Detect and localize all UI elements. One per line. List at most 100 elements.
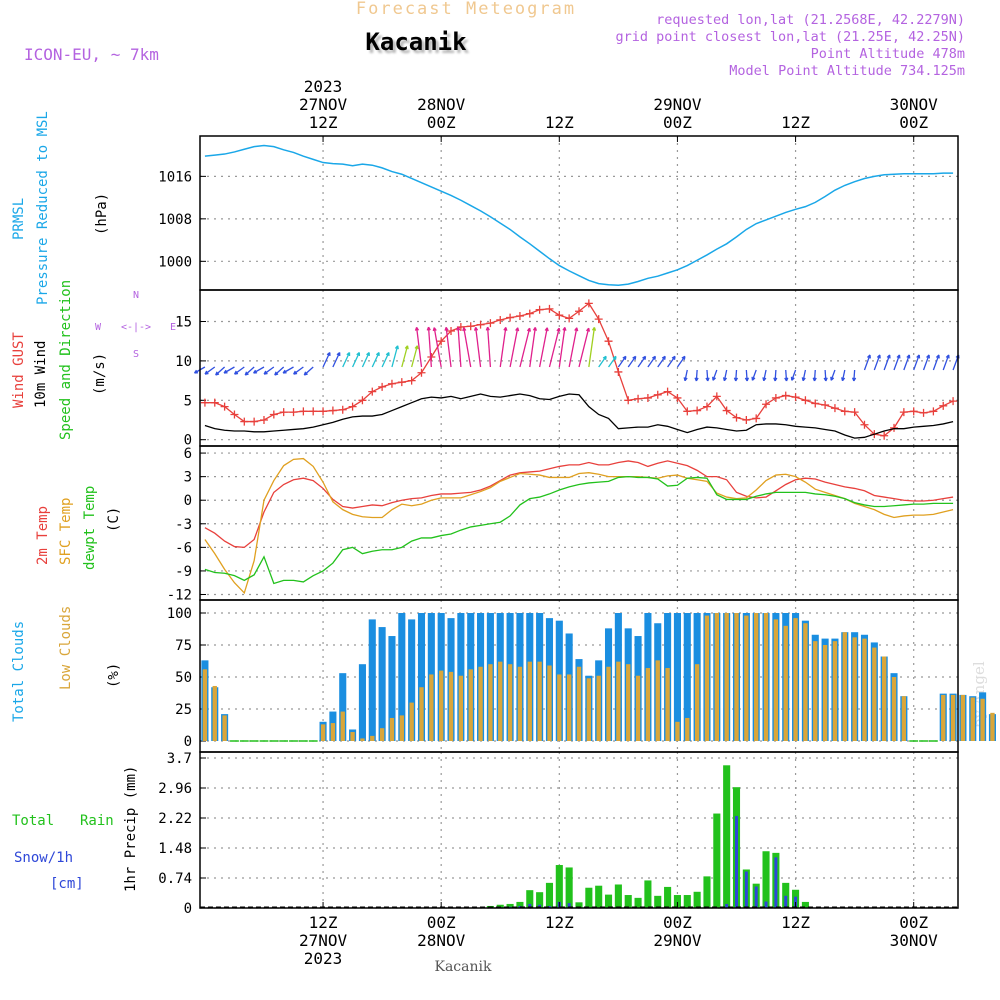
wind-arrow: [568, 327, 578, 368]
top-hour-label: 00Z: [427, 113, 456, 132]
wind-arrow: [223, 366, 235, 374]
grid-point-coords: grid point closest lon,lat (21.25E, 42.2…: [616, 29, 966, 45]
gust-point: [693, 406, 702, 415]
low-cloud-bar: [714, 613, 719, 741]
bottom-date-label: 27NOV: [299, 931, 348, 950]
gust-point: [663, 387, 672, 396]
rain-bar: [565, 867, 573, 908]
rain-bar: [664, 886, 672, 908]
low-cloud-bar: [448, 671, 454, 741]
bottom-hour-label: 12Z: [781, 913, 810, 932]
wind-arrow-head: [274, 371, 279, 376]
pressure-label-1: PRMSL: [11, 198, 27, 240]
gust-point: [673, 393, 682, 402]
wind-arrow-head: [414, 326, 420, 331]
wind-arrow: [244, 366, 255, 376]
temp-unit: (C): [106, 507, 122, 532]
gust-point: [781, 391, 790, 400]
low-cloud-bar: [399, 715, 404, 741]
low-cloud-bar: [222, 715, 227, 741]
y-tick-label: 2.96: [158, 781, 192, 797]
wind-arrow: [303, 366, 314, 376]
wind-arrow-head: [303, 371, 308, 376]
wind-arrow: [578, 328, 590, 368]
low-cloud-bar: [793, 618, 798, 741]
wind-arrow-head: [223, 369, 228, 374]
y-tick-label: 0: [184, 734, 192, 750]
y-tick-label: 6: [184, 446, 192, 462]
y-tick-label: 25: [175, 702, 192, 718]
gust-point: [880, 431, 889, 440]
top-date-label: 30NOV: [890, 95, 939, 114]
wind-arrow: [381, 352, 390, 368]
low-cloud-bar: [616, 661, 621, 741]
wind-arrow-head: [762, 377, 767, 382]
wind-arrow: [463, 327, 472, 368]
bottom-date-label: 29NOV: [653, 931, 702, 950]
wind-arrow-head: [784, 377, 789, 382]
wind10m-label: 10m Wind: [33, 341, 49, 408]
low-cloud-bar: [950, 694, 956, 741]
low-cloud-bar: [704, 615, 710, 741]
wind-arrow-head: [705, 377, 710, 382]
wind-arrow-head: [293, 370, 298, 375]
rain-bar: [614, 884, 622, 908]
wind-arrow-head: [204, 370, 209, 375]
low-cloud-bar: [734, 613, 739, 741]
gust-point: [289, 408, 298, 417]
wind-arrow: [922, 354, 930, 371]
y-tick-label: 5: [184, 393, 192, 409]
low-cloud-bar: [202, 669, 208, 741]
low-cloud-bar: [675, 721, 680, 741]
wind-arrow: [486, 327, 492, 368]
y-tick-label: -6: [175, 540, 192, 556]
wind-arrow-head: [193, 369, 199, 374]
wind-arrow: [853, 369, 856, 382]
wind-arrow: [371, 352, 380, 368]
y-tick-label: 100: [167, 606, 192, 622]
gust-point: [821, 401, 830, 410]
wind-arrow-head: [444, 326, 449, 331]
low-cloud-bar: [694, 664, 700, 741]
snow-bar: [754, 886, 758, 908]
dewpt-label: dewpt Temp: [82, 486, 98, 570]
gust-point: [476, 320, 485, 329]
y-tick-label: 0: [184, 493, 192, 509]
compass-e: E: [170, 322, 176, 333]
gust-point: [801, 396, 810, 405]
rain-bar: [801, 901, 809, 908]
t2m-label: 2m Temp: [35, 506, 51, 565]
wind-arrow: [712, 369, 718, 381]
wind-arrow: [763, 369, 767, 381]
bottom-date-label: 28NOV: [417, 931, 466, 950]
wind-arrow: [475, 327, 482, 368]
compass-s: S: [133, 349, 139, 360]
gust-point: [338, 405, 347, 414]
wind-arrow: [684, 369, 688, 381]
wind-arrow: [791, 369, 797, 381]
wind-arrow-head: [744, 377, 750, 382]
sfc-label: SFC Temp: [58, 498, 74, 565]
low-cloud-bar: [891, 677, 897, 741]
wind-arrow: [627, 355, 637, 368]
rain-bar: [536, 892, 544, 908]
snow-bar: [725, 903, 729, 908]
low-cloud-bar: [576, 666, 582, 741]
wind-arrow: [391, 345, 399, 368]
point-altitude: Point Altitude 478m: [811, 46, 965, 62]
wind-arrow-head: [562, 327, 567, 331]
top-hour-label: 12Z: [545, 113, 574, 132]
gust-point: [486, 319, 495, 328]
wind-arrow: [415, 327, 423, 368]
wind-arrow-head: [642, 355, 647, 360]
rain-label-a: Total: [12, 813, 54, 829]
wind-arrow: [824, 369, 827, 382]
gust-point: [919, 408, 928, 417]
rain-bar: [624, 895, 632, 908]
wind-arrow: [647, 355, 656, 368]
low-cloud-bar: [882, 656, 887, 741]
top-date-label: 27NOV: [299, 95, 348, 114]
y-tick-label: 1.48: [158, 841, 192, 857]
y-tick-label: 3.7: [167, 751, 192, 767]
gust-point: [358, 396, 367, 405]
